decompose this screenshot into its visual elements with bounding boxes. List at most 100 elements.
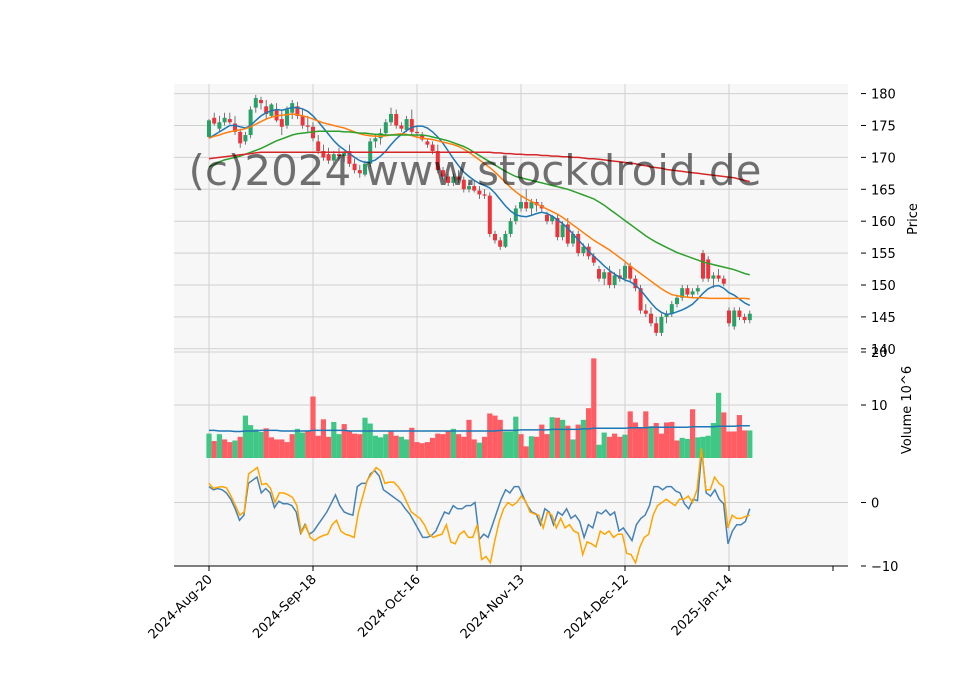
candle-body-28 [352, 163, 357, 171]
price-ytick-label-1: 145 [871, 311, 896, 326]
candle-body-3 [222, 117, 227, 123]
volume-bar-15 [284, 442, 290, 458]
candle-body-1 [212, 117, 217, 124]
volume-bar-34 [383, 434, 389, 458]
candle-body-22 [321, 151, 326, 158]
volume-bar-74 [591, 358, 597, 458]
candle-body-36 [394, 113, 399, 126]
price-axis-label: Price [906, 203, 921, 235]
volume-axis-label: Volume 10^6 [900, 366, 915, 454]
x-tick-label-2: 2024-Oct-16 [355, 572, 423, 640]
volume-bar-35 [388, 431, 394, 458]
candle-body-69 [565, 224, 570, 244]
moving-average-line-0 [208, 106, 751, 316]
watermark: (c)2024 www.stockdroid.de [189, 146, 762, 195]
volume-bar-43 [430, 437, 436, 458]
volume-bar-33 [378, 437, 384, 458]
volume-bar-22 [320, 419, 326, 458]
x-tick-label-1: 2024-Sep-18 [250, 572, 320, 642]
candle-body-77 [607, 272, 612, 285]
candle-body-90 [675, 297, 679, 305]
moving-average-line-2 [208, 130, 750, 276]
volume-bar-52 [476, 442, 482, 458]
volume-bar-26 [341, 424, 347, 458]
candle-body-99 [721, 278, 726, 284]
volume-bar-38 [404, 439, 410, 458]
volume-bar-28 [352, 433, 358, 458]
candle-body-47 [451, 176, 456, 183]
volume-panel: 10 20 Volume 10^6 [174, 346, 915, 458]
volume-bar-61 [523, 446, 529, 458]
volume-bar-18 [300, 432, 306, 458]
volume-bar-80 [622, 434, 628, 458]
volume-bar-37 [398, 436, 404, 458]
volume-bar-5 [232, 440, 238, 458]
candle-body-14 [279, 119, 284, 127]
candle-body-86 [654, 323, 659, 333]
moving-average-line-3 [208, 151, 750, 183]
candle-body-53 [482, 194, 487, 196]
candle-body-76 [602, 272, 607, 279]
volume-bar-94 [695, 437, 701, 458]
candle-body-67 [555, 218, 560, 238]
candle-body-56 [498, 240, 503, 247]
volume-bar-75 [596, 444, 602, 458]
candle-body-29 [357, 170, 362, 174]
volume-bar-47 [450, 428, 456, 458]
candle-body-5 [233, 123, 237, 132]
volume-bar-72 [580, 419, 586, 458]
volume-bar-51 [471, 439, 477, 458]
volume-bar-98 [716, 392, 722, 458]
candle-body-37 [399, 125, 404, 129]
candle-body-11 [264, 106, 269, 114]
candle-body-40 [415, 131, 419, 134]
volume-ytick-label-0: 10 [871, 399, 888, 414]
candle-body-85 [649, 313, 653, 324]
volume-bar-44 [435, 433, 441, 458]
candle-body-43 [430, 144, 435, 151]
candle-body-103 [742, 316, 747, 321]
candle-body-57 [503, 233, 508, 247]
price-ytick-label-0: 140 [871, 343, 896, 358]
candle-body-26 [342, 152, 347, 157]
candle-body-100 [727, 310, 731, 324]
volume-bar-93 [690, 409, 696, 458]
volume-bar-89 [669, 421, 675, 458]
volume-bar-45 [440, 434, 446, 458]
x-axis: 2024-Aug-20 2024-Sep-18 2024-Oct-16 2024-No… [146, 566, 834, 642]
candle-body-17 [295, 106, 300, 116]
oscillator-background [174, 458, 848, 566]
volume-bar-100 [726, 431, 732, 458]
candle-body-25 [337, 154, 341, 157]
volume-bar-81 [627, 411, 633, 458]
candle-body-2 [217, 122, 222, 129]
candle-body-45 [441, 170, 445, 177]
candle-body-41 [420, 135, 425, 140]
candle-body-87 [659, 316, 664, 333]
volume-bar-32 [372, 435, 378, 458]
candle-body-50 [467, 186, 471, 190]
volume-bar-53 [482, 436, 488, 458]
volume-bar-24 [331, 421, 337, 458]
candle-body-7 [243, 135, 248, 142]
candle-body-84 [643, 310, 648, 314]
moving-average-line-1 [208, 113, 750, 300]
volume-bar-87 [658, 433, 664, 458]
volume-bar-50 [466, 419, 472, 458]
volume-bar-88 [664, 422, 670, 458]
price-ytick-label-5: 165 [871, 183, 896, 198]
candle-body-70 [571, 233, 575, 244]
volume-bar-64 [539, 424, 545, 458]
candle-body-71 [576, 233, 581, 254]
candle-body-72 [581, 246, 586, 254]
volume-bar-78 [612, 433, 618, 458]
volume-bar-69 [565, 425, 571, 458]
volume-bar-77 [606, 436, 612, 458]
volume-bar-97 [710, 423, 716, 458]
candle-body-19 [305, 125, 310, 127]
candle-body-104 [747, 313, 752, 321]
candle-body-102 [737, 310, 742, 317]
candle-body-62 [529, 202, 534, 209]
volume-bar-4 [227, 442, 233, 458]
